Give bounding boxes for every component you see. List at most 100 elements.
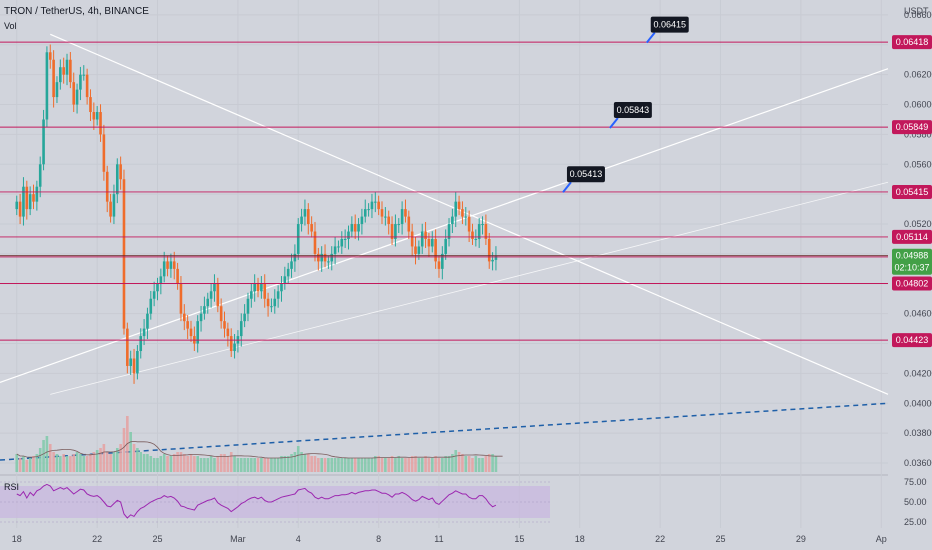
candle-body xyxy=(38,164,42,187)
candle-body xyxy=(55,82,59,98)
volume-bar xyxy=(360,458,364,472)
candle-body xyxy=(384,216,387,218)
volume-bar xyxy=(260,458,263,472)
volume-bar xyxy=(454,450,458,472)
volume-bar xyxy=(467,456,471,472)
time-tick-label: 22 xyxy=(655,534,665,544)
level-label-box xyxy=(892,35,932,50)
volume-bar xyxy=(55,454,59,472)
volume-bar xyxy=(296,446,300,472)
volume-bar xyxy=(414,456,417,472)
candle-body xyxy=(306,209,310,225)
candle-body xyxy=(162,261,166,277)
volume-bar xyxy=(149,456,153,472)
volume-bar xyxy=(400,458,404,472)
volume-bar xyxy=(129,432,132,472)
callout-box xyxy=(613,102,652,119)
candle-body xyxy=(437,261,441,269)
candle-body xyxy=(152,291,156,299)
time-tick-label: 25 xyxy=(715,534,725,544)
candle-body xyxy=(387,216,391,225)
volume-bar xyxy=(136,448,139,472)
candle-body xyxy=(296,224,300,254)
candle-body xyxy=(266,298,270,307)
candle-body xyxy=(112,194,116,217)
trendline xyxy=(0,402,889,461)
level-label-text: 0.05849 xyxy=(896,122,929,132)
candle-body xyxy=(343,238,347,240)
volume-bar xyxy=(62,454,65,472)
candle-body xyxy=(246,298,250,314)
volume-bar xyxy=(199,458,203,472)
candle-body xyxy=(95,112,99,120)
volume-bar xyxy=(374,456,377,472)
volume-bar xyxy=(427,458,431,472)
candle-body xyxy=(48,52,52,60)
volume-bar xyxy=(65,456,69,472)
volume-bar xyxy=(209,456,213,472)
volume-bar xyxy=(434,456,437,472)
volume-bar xyxy=(273,458,277,472)
volume-bar xyxy=(112,452,116,472)
current-price-text: 0.04988 xyxy=(896,251,929,261)
volume-bar xyxy=(481,458,484,472)
volume-bar xyxy=(139,452,143,472)
volume-bar xyxy=(333,458,337,472)
candle-body xyxy=(353,224,357,232)
candle-body xyxy=(105,171,109,202)
volume-bar xyxy=(193,456,196,472)
volume-bar xyxy=(179,452,183,472)
volume-bar xyxy=(270,458,273,472)
candle-body xyxy=(430,238,434,247)
candle-body xyxy=(213,283,216,292)
rsi-tick-label: 25.00 xyxy=(904,517,927,527)
candle-body xyxy=(209,291,213,299)
candle-body xyxy=(85,74,89,98)
candle-body xyxy=(410,231,414,247)
volume-bar xyxy=(474,456,478,472)
candle-body xyxy=(18,201,22,217)
candle-body xyxy=(330,253,334,262)
volume-bar xyxy=(327,458,330,472)
countdown-text: 02:10:37 xyxy=(894,263,929,273)
volume-bar xyxy=(387,458,391,472)
volume-bar xyxy=(290,454,293,472)
candle-body xyxy=(166,261,169,269)
candle-body xyxy=(420,231,424,247)
volume-bar xyxy=(169,456,173,472)
volume-bar xyxy=(75,452,79,472)
volume-ma-line xyxy=(16,440,503,459)
volume-bar xyxy=(353,458,357,472)
candle-body xyxy=(226,328,230,337)
volume-bar xyxy=(189,454,193,472)
candle-body xyxy=(317,253,320,262)
time-axis-background xyxy=(0,528,932,550)
candle-body xyxy=(28,194,32,210)
candle-body xyxy=(75,89,79,105)
horizontal-levels xyxy=(0,41,888,341)
volume-bar xyxy=(464,456,468,472)
volume-bar xyxy=(377,456,380,472)
candle-body xyxy=(273,298,277,307)
volume-bar xyxy=(152,458,156,472)
volume-bar xyxy=(404,458,407,472)
callout-box xyxy=(650,16,689,33)
volume-bar xyxy=(397,456,401,472)
candle-body xyxy=(350,224,354,232)
level-label-text: 0.05415 xyxy=(896,187,929,197)
candle-body xyxy=(176,268,179,284)
volume-bar xyxy=(266,458,270,472)
candle-body xyxy=(457,201,461,210)
candle-body xyxy=(122,179,126,329)
volume-bar xyxy=(280,456,283,472)
candle-body xyxy=(444,238,447,254)
candle-body xyxy=(394,224,397,239)
volume-bar xyxy=(320,458,323,472)
candle-body xyxy=(92,112,96,120)
volume-bar xyxy=(85,456,89,472)
candle-body xyxy=(303,209,307,217)
candle-body xyxy=(233,343,236,352)
